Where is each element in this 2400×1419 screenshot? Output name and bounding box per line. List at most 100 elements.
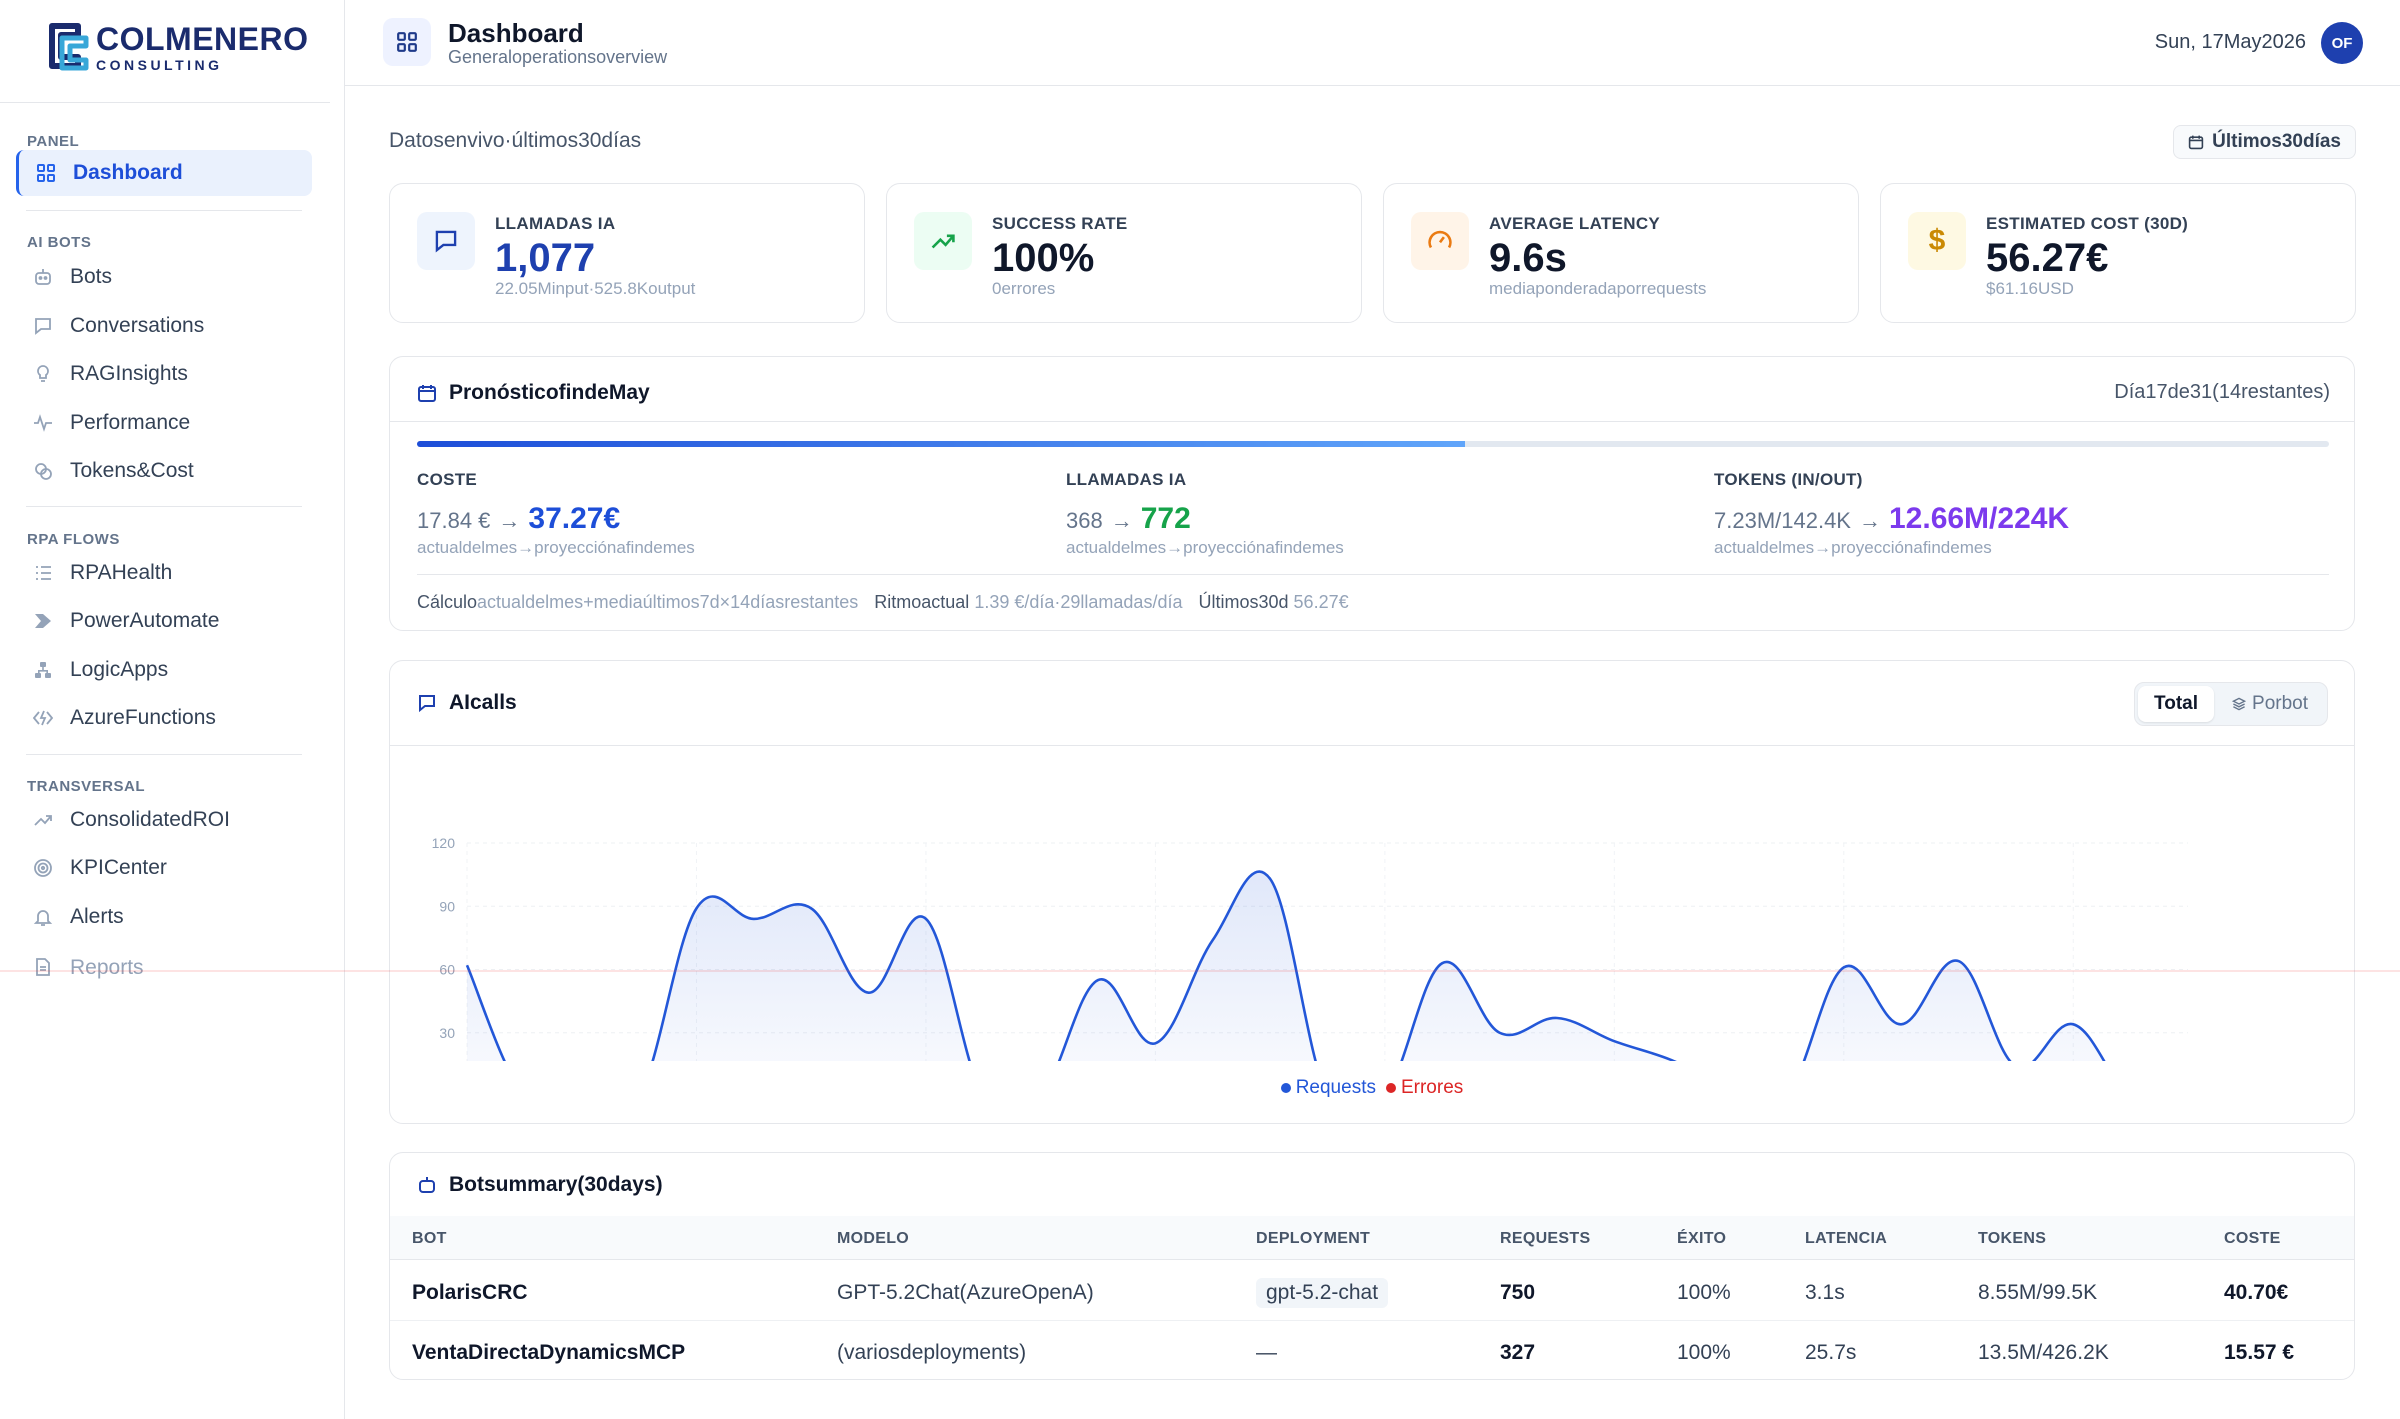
month-progress-fill xyxy=(417,441,1465,447)
legend-requests[interactable]: Requests xyxy=(1280,1077,1376,1099)
rendering-seam xyxy=(0,970,2400,972)
toggle-per-bot[interactable]: Porbot xyxy=(2216,686,2324,722)
column-header[interactable]: REQUESTS xyxy=(1500,1230,1591,1247)
avatar[interactable]: OF xyxy=(2321,22,2363,64)
calendar-icon xyxy=(417,383,437,403)
date-range-button[interactable]: Últimos30días xyxy=(2173,125,2356,159)
table-row[interactable]: VentaDirectaDynamicsMCP (variosdeploymen… xyxy=(390,1321,2354,1379)
kpi-label: AVERAGE LATENCY xyxy=(1489,214,1661,233)
dashboard-grid-icon xyxy=(383,18,431,66)
calendar-icon xyxy=(2188,134,2204,150)
forecast-footer-divider xyxy=(417,574,2329,575)
sidebar-item-dashboard[interactable]: Dashboard xyxy=(16,150,312,196)
column-header[interactable]: MODELO xyxy=(837,1230,910,1247)
cell-bot: VentaDirectaDynamicsMCP xyxy=(412,1341,686,1364)
cell-model: GPT-5.2Chat(AzureOpenA) xyxy=(837,1281,1094,1304)
cell-model: (variosdeployments) xyxy=(837,1341,1027,1364)
bulb-icon xyxy=(32,363,54,385)
cell-latency: 3.1s xyxy=(1805,1281,1845,1304)
sidebar-divider xyxy=(0,102,330,103)
forecast-label: TOKENS (IN/OUT) xyxy=(1714,470,1863,489)
forecast-title: PronósticofindeMay xyxy=(449,381,650,404)
forecast-footer: Cálculoactualdelmes+mediaúltimos7d×14día… xyxy=(417,592,1349,613)
list-icon xyxy=(32,562,54,584)
brand-subtitle: CONSULTING xyxy=(96,56,223,73)
cell-tokens: 8.55M/99.5K xyxy=(1978,1281,2098,1304)
brand-logo[interactable]: COLMENERO CONSULTING xyxy=(46,22,309,72)
kpi-card-ai-calls: LLAMADAS IA 1,077 22.05Minput·525.8Koutp… xyxy=(389,183,865,323)
sidebar-item-label: Dashboard xyxy=(73,161,183,184)
bot-summary-card: Botsummary(30days) BOT MODELO DEPLOYMENT… xyxy=(389,1152,2355,1380)
column-header[interactable]: ÉXITO xyxy=(1677,1230,1727,1247)
footer-label: Cálculo xyxy=(417,592,478,612)
toggle-total[interactable]: Total xyxy=(2138,686,2215,722)
sidebar-item-reports[interactable]: Reports xyxy=(16,950,312,980)
kpi-value: 100% xyxy=(992,236,1095,280)
current-date: Sun, 17May2026 xyxy=(2154,31,2306,53)
y-tick-label: 30 xyxy=(439,1025,455,1041)
section-label-ai-bots: AI BOTS xyxy=(27,234,92,251)
legend-errors[interactable]: Errores xyxy=(1385,1077,1463,1099)
kpi-value: 9.6s xyxy=(1489,236,1567,280)
table-title: Botsummary(30days) xyxy=(449,1173,663,1196)
footer-text: actualdelmes+mediaúltimos7d×14díasrestan… xyxy=(477,592,859,612)
cell-success: 100% xyxy=(1677,1341,1731,1364)
sidebar-item-label: Bots xyxy=(70,265,113,288)
sidebar-item-label: RAGInsights xyxy=(70,362,188,385)
kpi-subtext: mediaponderadaporrequests xyxy=(1489,279,1707,298)
toggle-label: Porbot xyxy=(2252,693,2308,714)
cell-cost: 15.57 € xyxy=(2224,1341,2295,1364)
trend-icon xyxy=(32,809,54,831)
forecast-label: COSTE xyxy=(417,470,478,489)
sidebar-item-label: Performance xyxy=(70,411,191,434)
cell-latency: 25.7s xyxy=(1805,1341,1857,1364)
column-header[interactable]: COSTE xyxy=(2224,1230,2281,1247)
y-tick-label: 90 xyxy=(439,898,455,914)
grid-icon xyxy=(35,162,57,184)
cell-deployment: gpt-5.2-chat xyxy=(1256,1278,1389,1308)
ai-calls-chart: 030609012017 Apr21 Apr25 Apr29 Apr3 May7… xyxy=(432,835,2188,1061)
chart-legend: Requests Errores xyxy=(390,1077,2354,1099)
sidebar-item-logicapps[interactable]: LogicApps xyxy=(16,647,312,693)
sidebar-item-alerts[interactable]: Alerts xyxy=(16,894,312,940)
cell-cost: 40.70€ xyxy=(2224,1281,2289,1304)
sidebar-divider xyxy=(26,754,302,755)
target-icon xyxy=(32,857,54,879)
section-label-panel: PANEL xyxy=(27,133,80,150)
sidebar-item-powerautomate[interactable]: PowerAutomate xyxy=(16,598,312,644)
chat-icon xyxy=(417,212,475,270)
sidebar-item-raginsights[interactable]: RAGInsights xyxy=(16,351,312,397)
forecast-note: actualdelmes→proyecciónafindemes xyxy=(1714,538,1992,557)
sidebar-item-kpicenter[interactable]: KPICenter xyxy=(16,845,312,891)
forecast-cost: COSTE 17.84 € → 37.27€ actualdelmes→proyec… xyxy=(417,470,695,558)
hierarchy-icon xyxy=(32,659,54,681)
sidebar-item-azurefunctions[interactable]: AzureFunctions xyxy=(16,695,312,741)
column-header[interactable]: LATENCIA xyxy=(1805,1230,1888,1247)
arrow-icon xyxy=(32,610,54,632)
y-tick-label: 60 xyxy=(439,962,455,978)
forecast-projected: 12.66M/224K xyxy=(1888,502,2070,535)
sidebar-item-consolidatedroi[interactable]: ConsolidatedROI xyxy=(16,797,312,843)
cell-tokens: 13.5M/426.2K xyxy=(1978,1341,2109,1364)
sidebar-item-performance[interactable]: Performance xyxy=(16,400,312,446)
forecast-projected: 772 xyxy=(1140,502,1191,535)
layers-icon xyxy=(2232,697,2247,711)
top-bar: Dashboard Generaloperationsoverview Sun,… xyxy=(345,0,2400,86)
footer-text: 1.39 €/día·29llamadas/día xyxy=(974,592,1183,612)
column-header[interactable]: BOT xyxy=(412,1230,447,1247)
sidebar-item-label: ConsolidatedROI xyxy=(70,808,230,831)
sidebar-item-label: AzureFunctions xyxy=(70,706,216,729)
column-header[interactable]: DEPLOYMENT xyxy=(1256,1230,1371,1247)
sidebar-item-bots[interactable]: Bots xyxy=(16,254,312,300)
file-icon xyxy=(32,956,54,978)
arrow-right-icon: → xyxy=(498,508,521,533)
table-row[interactable]: PolarisCRC GPT-5.2Chat(AzureOpenA) gpt-5… xyxy=(390,1261,2354,1321)
sidebar-item-tokens-cost[interactable]: Tokens&Cost xyxy=(16,448,312,494)
section-label-rpa-flows: RPA FLOWS xyxy=(27,531,120,548)
cell-success: 100% xyxy=(1677,1281,1731,1304)
column-header[interactable]: TOKENS xyxy=(1978,1230,2047,1247)
kpi-card-success-rate: SUCCESS RATE 100% 0errores xyxy=(886,183,1362,323)
sidebar-item-rpahealth[interactable]: RPAHealth xyxy=(16,550,312,596)
table-header: BOT MODELO DEPLOYMENT REQUESTS ÉXITO LAT… xyxy=(390,1216,2354,1260)
sidebar-item-conversations[interactable]: Conversations xyxy=(16,303,312,349)
